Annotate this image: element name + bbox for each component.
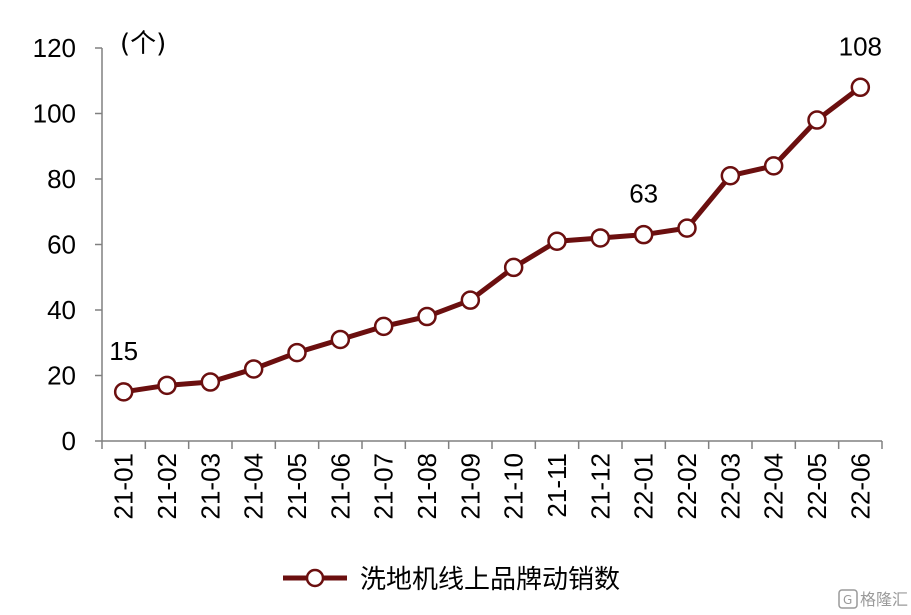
x-tick-label: 21-08 — [412, 453, 442, 520]
x-tick-label: 21-02 — [152, 453, 182, 520]
data-point — [720, 165, 741, 186]
x-tick-label: 21-11 — [542, 453, 572, 518]
data-point — [287, 342, 307, 363]
watermark-text: 格隆汇 — [860, 590, 908, 609]
y-axis-unit-label: (个) — [120, 29, 166, 59]
y-tick-label: 20 — [47, 361, 76, 391]
data-labels: 15 63 108 — [109, 31, 882, 366]
data-point — [330, 329, 351, 350]
y-axis: 0 20 40 60 80 100 120 — [33, 33, 103, 456]
y-tick-label: 100 — [33, 99, 76, 129]
y-tick-label: 60 — [47, 230, 76, 260]
data-point — [460, 290, 481, 310]
data-label: 15 — [109, 336, 138, 366]
x-tick-label: 22-01 — [629, 453, 659, 520]
x-tick-label: 22-04 — [759, 453, 789, 520]
x-tick-label: 22-03 — [715, 453, 745, 520]
legend: 洗地机线上品牌动销数 — [283, 565, 620, 595]
data-point — [157, 375, 177, 396]
legend-point-marker — [305, 568, 325, 588]
legend-label: 洗地机线上品牌动销数 — [360, 565, 620, 595]
data-point — [633, 224, 654, 245]
data-point — [113, 382, 134, 402]
data-point — [547, 231, 567, 251]
watermark-logo-icon — [838, 589, 858, 609]
x-tick-label: 21-04 — [239, 453, 269, 520]
y-tick-label: 40 — [47, 295, 76, 325]
data-point — [503, 257, 524, 278]
data-point — [677, 218, 697, 238]
series-line — [121, 84, 863, 395]
x-tick-label: 22-02 — [672, 453, 702, 520]
data-point — [417, 306, 437, 327]
data-point — [590, 228, 611, 248]
plot-area — [113, 77, 871, 402]
x-tick-label: 21-01 — [109, 453, 139, 520]
data-point — [807, 110, 827, 130]
x-tick-label: 22-05 — [802, 453, 832, 520]
y-tick-label: 0 — [62, 426, 76, 456]
data-label: 63 — [629, 179, 658, 209]
data-label: 108 — [839, 31, 882, 61]
data-point — [243, 359, 264, 379]
x-tick-label: 22-06 — [845, 453, 875, 520]
watermark-logo-glyph: G — [843, 593, 852, 607]
data-point — [200, 372, 221, 392]
x-tick-label: 21-07 — [369, 453, 399, 520]
watermark: G 格隆汇 — [838, 589, 908, 609]
x-tick-label: 21-10 — [499, 453, 529, 520]
data-point — [850, 77, 871, 98]
x-tick-label: 21-06 — [325, 453, 355, 520]
y-tick-label: 80 — [47, 164, 76, 194]
x-tick-label: 21-05 — [282, 453, 312, 520]
x-tick-label: 21-12 — [585, 453, 615, 520]
data-point — [373, 316, 394, 337]
x-tick-label: 21-03 — [195, 453, 225, 520]
y-tick-label: 120 — [33, 33, 76, 63]
x-axis: 21-01 21-02 21-03 21-04 21-05 21-06 21-07 21-08… — [101, 440, 883, 520]
x-tick-label: 21-09 — [455, 453, 485, 519]
data-point — [763, 156, 784, 176]
